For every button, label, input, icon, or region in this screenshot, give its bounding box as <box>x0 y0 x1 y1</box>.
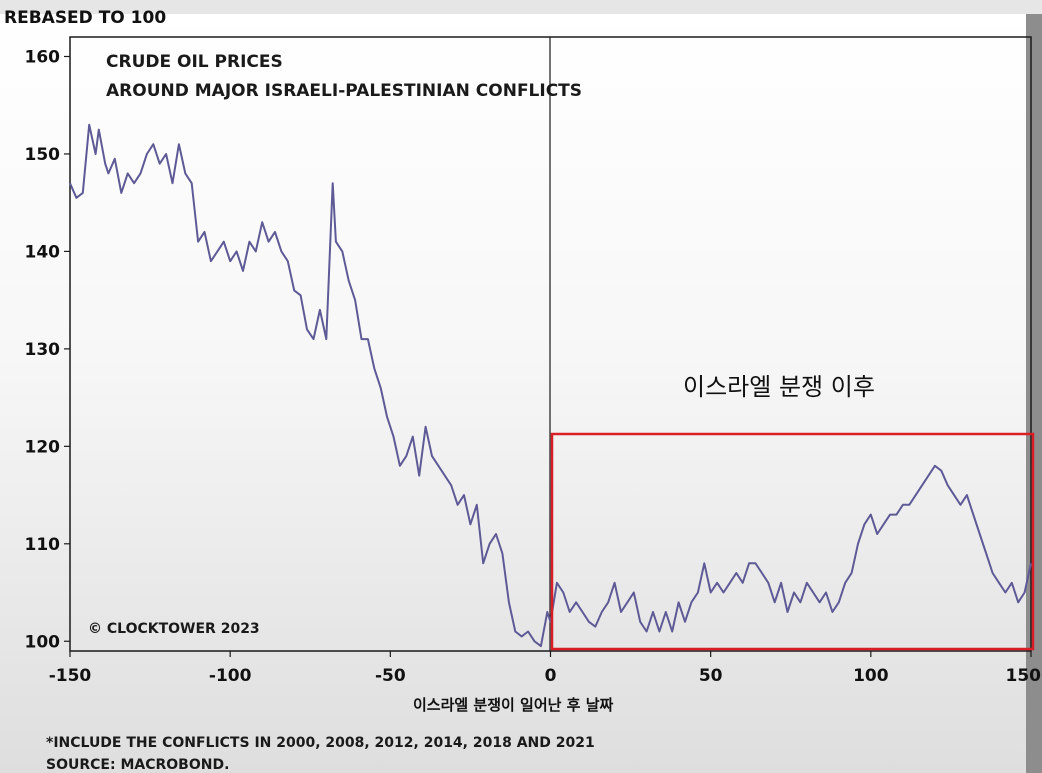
x-tick-label: -150 <box>49 666 92 686</box>
top-strip <box>0 0 1042 14</box>
right-strip <box>1026 14 1042 773</box>
x-axis-label: 이스라엘 분쟁이 일어난 후 날짜 <box>413 696 613 714</box>
x-tick-label: 150 <box>1006 666 1042 686</box>
chart-subtitle: AROUND MAJOR ISRAELI-PALESTINIAN CONFLIC… <box>106 81 582 101</box>
y-axis: 100 110 120 130 140 150 160 <box>25 47 70 652</box>
y-tick-label: 110 <box>25 535 61 555</box>
highlight-box <box>550 432 1035 651</box>
y-tick-label: 160 <box>25 47 61 67</box>
y-tick-label: 100 <box>25 632 61 652</box>
x-tick-label: 0 <box>545 666 557 686</box>
chart-title: CRUDE OIL PRICES <box>106 52 283 72</box>
series-line <box>69 123 1032 648</box>
x-tick-label: -50 <box>375 666 406 686</box>
y-axis-label: REBASED TO 100 <box>4 8 166 28</box>
y-tick-label: 150 <box>25 145 61 165</box>
x-tick-label: -100 <box>209 666 252 686</box>
y-tick-label: 130 <box>25 340 61 360</box>
highlight-annotation: 이스라엘 분쟁 이후 <box>683 373 875 401</box>
y-tick-label: 120 <box>25 437 61 457</box>
credit-text: © CLOCKTOWER 2023 <box>88 621 260 637</box>
chart-panel <box>0 14 1026 773</box>
x-tick-label: 50 <box>699 666 723 686</box>
y-tick-label: 140 <box>25 242 61 262</box>
x-tick-label: 100 <box>853 666 889 686</box>
footnote: *INCLUDE THE CONFLICTS IN 2000, 2008, 20… <box>46 735 595 751</box>
x-axis: -150 -100 -50 0 50 100 150 <box>49 651 1041 686</box>
source-note: SOURCE: MACROBOND. <box>46 757 229 773</box>
